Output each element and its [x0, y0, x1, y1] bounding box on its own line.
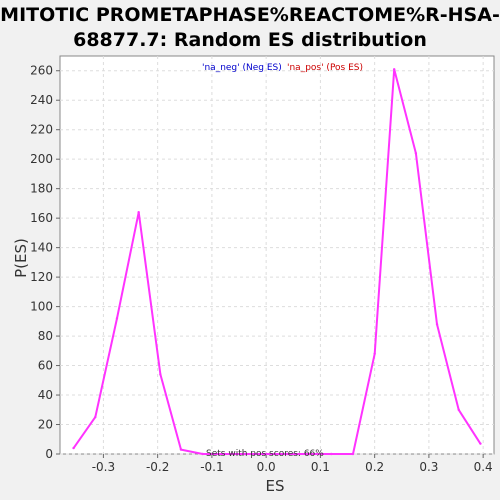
data-point	[373, 352, 376, 355]
data-point	[159, 373, 162, 376]
data-point	[308, 452, 311, 456]
grid	[60, 56, 494, 455]
y-tick-label: 220	[30, 123, 53, 137]
chart-title-line-2: 68877.7: Random ES distribution	[73, 29, 427, 51]
y-tick-label: 160	[30, 211, 53, 225]
y-tick-label: 20	[38, 418, 53, 432]
legend-entry-neg: 'na_neg' (Neg ES)	[202, 63, 282, 73]
y-tick-label: 200	[30, 152, 53, 166]
data-point	[72, 446, 75, 450]
data-point	[330, 452, 333, 456]
data-point	[392, 68, 396, 71]
data-point	[243, 452, 246, 456]
axes: 0 20 40 60 80 100 120 140 160 180 200 220 240 260 -0.3…	[30, 64, 493, 474]
x-tick-label: 0.1	[311, 460, 330, 474]
legend-entry-pos: 'na_pos' (Pos ES)	[287, 63, 363, 73]
x-tick-label: 0.2	[365, 460, 384, 474]
data-point	[201, 452, 204, 456]
x-tick-label: 0.3	[419, 460, 438, 474]
y-tick-label: 60	[38, 359, 53, 373]
data-point	[414, 152, 418, 155]
plot-area	[59, 55, 495, 455]
y-tick-label: 260	[30, 64, 53, 78]
series-line	[72, 68, 482, 455]
y-tick-label: 100	[30, 300, 53, 314]
data-point	[115, 317, 119, 320]
y-tick-label: 80	[38, 329, 53, 343]
legend: 'na_neg' (Neg ES) 'na_pos' (Pos ES)	[202, 63, 363, 73]
y-tick-label: 0	[45, 447, 53, 461]
pos-scores-annotation: Sets with pos scores: 66%	[206, 449, 324, 459]
data-point	[264, 452, 268, 456]
x-tick-label: -0.2	[146, 460, 169, 474]
data-point	[223, 452, 226, 456]
y-tick-label: 180	[30, 182, 53, 196]
chart-title-line-1: MITOTIC PROMETAPHASE%REACTOME%R-HSA-	[0, 4, 500, 26]
y-tick-label: 140	[30, 241, 53, 255]
data-point	[479, 442, 482, 445]
data-point	[286, 452, 290, 456]
data-point	[94, 415, 97, 419]
y-tick-label: 240	[30, 93, 53, 107]
y-tick-label: 120	[30, 270, 53, 284]
x-tick-label: -0.3	[92, 460, 115, 474]
data-point	[435, 323, 439, 326]
y-tick-label: 40	[38, 388, 53, 402]
series-layer	[72, 68, 482, 456]
x-tick-label: 0.0	[257, 460, 276, 474]
x-axis-label: ES	[266, 477, 285, 495]
x-tick-label: -0.1	[200, 460, 223, 474]
data-point	[137, 211, 140, 214]
x-tick-label: 0.4	[474, 460, 493, 474]
data-point	[457, 408, 460, 411]
data-point	[351, 452, 355, 456]
y-axis-label: P(ES)	[12, 238, 30, 278]
data-point	[179, 448, 183, 451]
